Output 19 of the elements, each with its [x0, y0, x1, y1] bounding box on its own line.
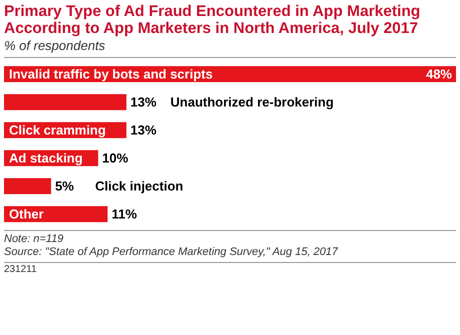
data-label: 5% [55, 178, 74, 194]
bar [4, 178, 52, 194]
y-tick-label: Click cramming [9, 122, 106, 138]
source-note: Source: "State of App Performance Marketing Survey," Aug 15, 2017 [4, 246, 340, 259]
data-label: 11% [112, 206, 138, 222]
y-tick-label: Unauthorized re-brokering [170, 94, 334, 110]
data-label: 10% [102, 150, 129, 166]
y-tick-label: Other [9, 206, 44, 222]
y-tick-label: Invalid traffic by bots and scripts [9, 66, 213, 82]
chart-subtitle: % of respondents [4, 38, 106, 53]
data-label: 13% [130, 122, 157, 138]
y-tick-label: Ad stacking [9, 150, 83, 166]
chart-title: Primary Type of Ad Fraud Encountered in App Marketing According to App Marketers in North America, July 2017 [4, 3, 422, 37]
data-label: 48% [426, 66, 452, 82]
y-tick-label: Click injection [95, 178, 184, 194]
data-label: 13% [130, 94, 157, 110]
text: Note: n=119 [4, 233, 64, 246]
text: 231211 [4, 262, 456, 275]
bar [4, 94, 126, 110]
